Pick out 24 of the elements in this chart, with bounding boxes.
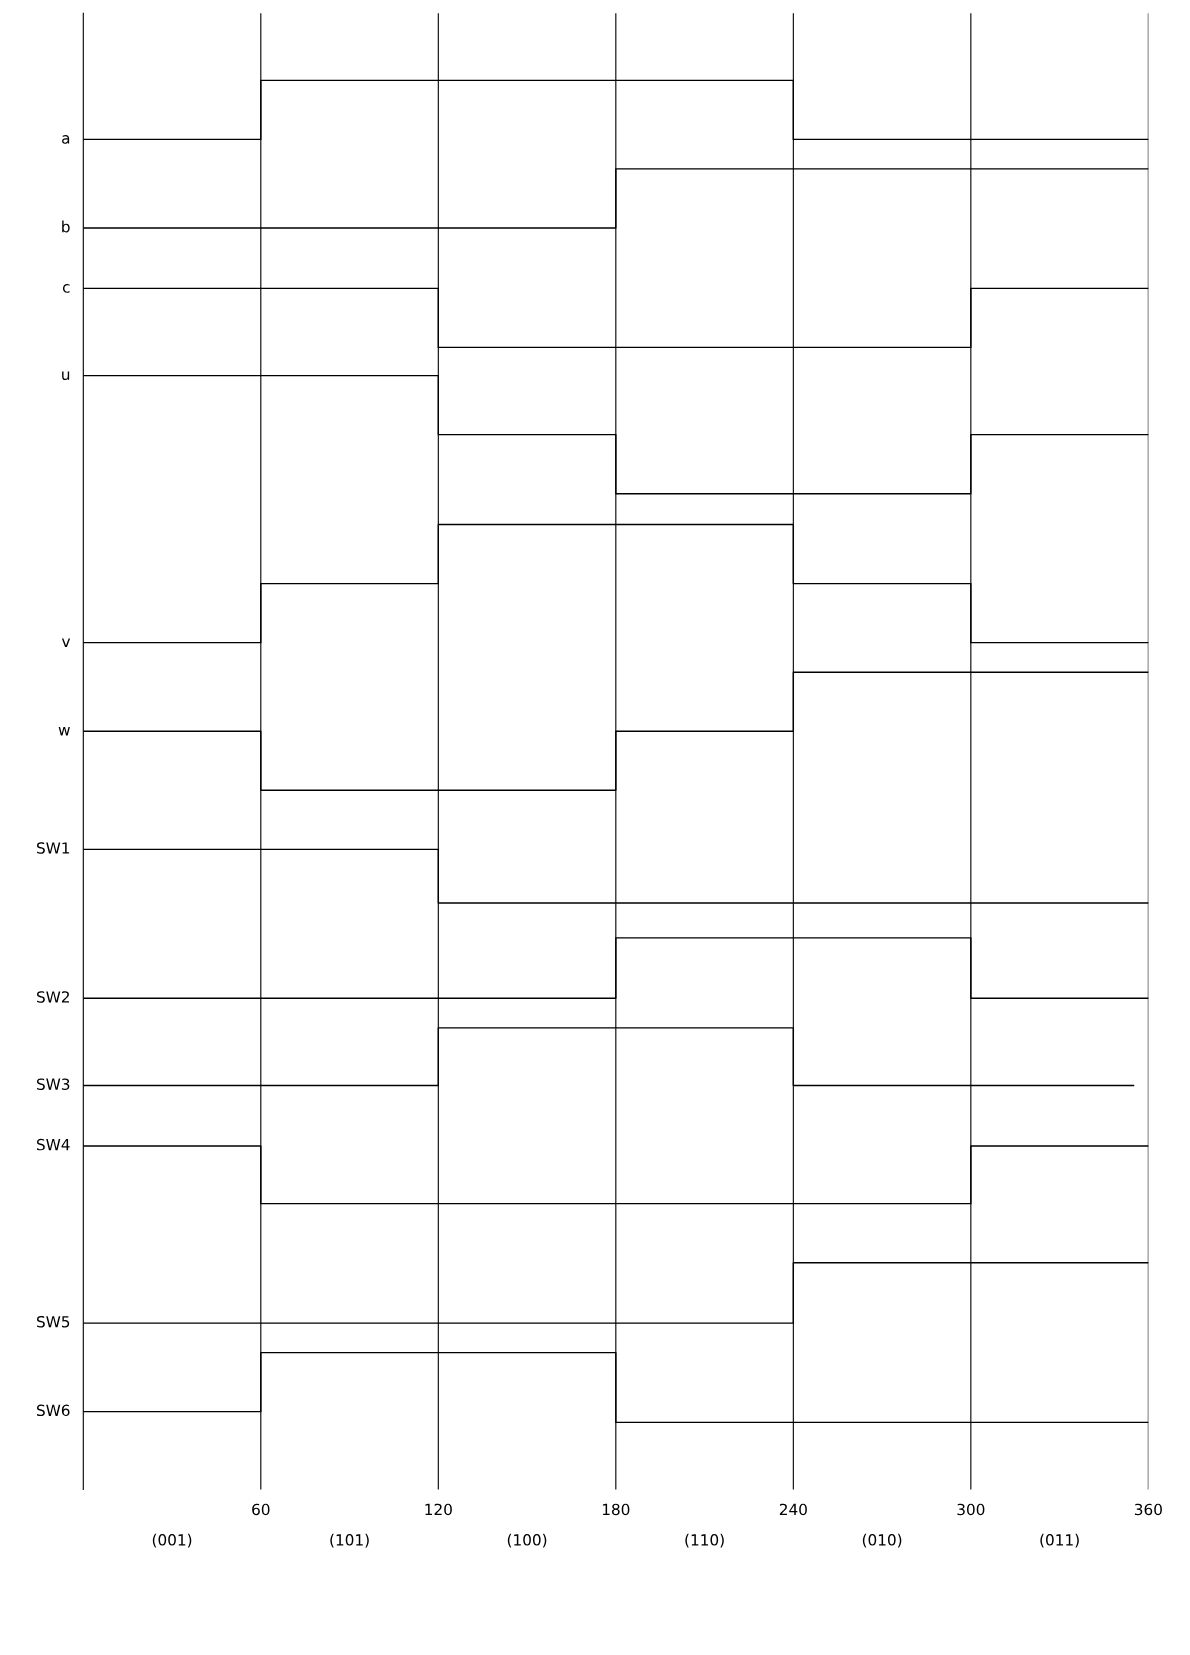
series-label: SW1 xyxy=(37,842,70,854)
x-tick-label: 240 xyxy=(779,1503,807,1516)
text: (100) xyxy=(507,1533,547,1548)
x-tick-label: 60 xyxy=(252,1503,270,1516)
series-label: SW4 xyxy=(37,1138,70,1151)
series-label: v xyxy=(61,638,71,647)
series-label: w xyxy=(58,727,70,736)
series-label: u xyxy=(62,371,70,381)
series-label: SW6 xyxy=(37,1404,70,1417)
x-tick-label: 360 xyxy=(1134,1503,1162,1516)
text: (010) xyxy=(862,1533,902,1548)
text: (001) xyxy=(152,1533,192,1548)
text: (110) xyxy=(685,1533,724,1548)
text: (101) xyxy=(330,1533,369,1548)
x-tick-label: 300 xyxy=(957,1503,985,1516)
text: (011) xyxy=(1040,1533,1079,1548)
series-label: SW5 xyxy=(37,1315,70,1328)
series-label: a xyxy=(62,135,70,144)
series-label: b xyxy=(62,220,70,233)
series-label: SW3 xyxy=(37,1078,70,1090)
x-tick-label: 180 xyxy=(602,1503,630,1516)
series-label: c xyxy=(62,284,70,293)
series-label: SW2 xyxy=(37,991,69,1003)
x-tick-label: 120 xyxy=(425,1503,452,1516)
